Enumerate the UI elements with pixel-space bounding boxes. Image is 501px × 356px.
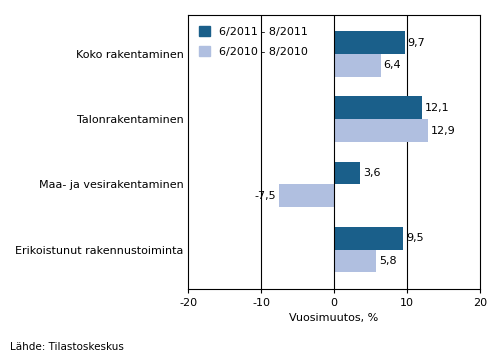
Text: 5,8: 5,8 xyxy=(379,256,396,266)
Legend: 6/2011 - 8/2011, 6/2010 - 8/2010: 6/2011 - 8/2011, 6/2010 - 8/2010 xyxy=(193,21,313,62)
Bar xyxy=(334,54,380,77)
Bar xyxy=(334,250,376,272)
Bar xyxy=(334,227,403,250)
Text: -7,5: -7,5 xyxy=(255,191,276,201)
Text: 3,6: 3,6 xyxy=(363,168,380,178)
Bar xyxy=(334,31,404,54)
Bar xyxy=(279,184,334,207)
X-axis label: Vuosimuutos, %: Vuosimuutos, % xyxy=(289,313,378,323)
Bar xyxy=(334,119,427,142)
Text: 9,7: 9,7 xyxy=(407,38,425,48)
Text: Lähde: Tilastoskeskus: Lähde: Tilastoskeskus xyxy=(10,342,124,352)
Text: 6,4: 6,4 xyxy=(383,61,400,70)
Text: 9,5: 9,5 xyxy=(405,233,423,243)
Bar xyxy=(334,162,360,184)
Text: 12,9: 12,9 xyxy=(430,126,455,136)
Bar xyxy=(334,96,421,119)
Text: 12,1: 12,1 xyxy=(424,103,449,113)
